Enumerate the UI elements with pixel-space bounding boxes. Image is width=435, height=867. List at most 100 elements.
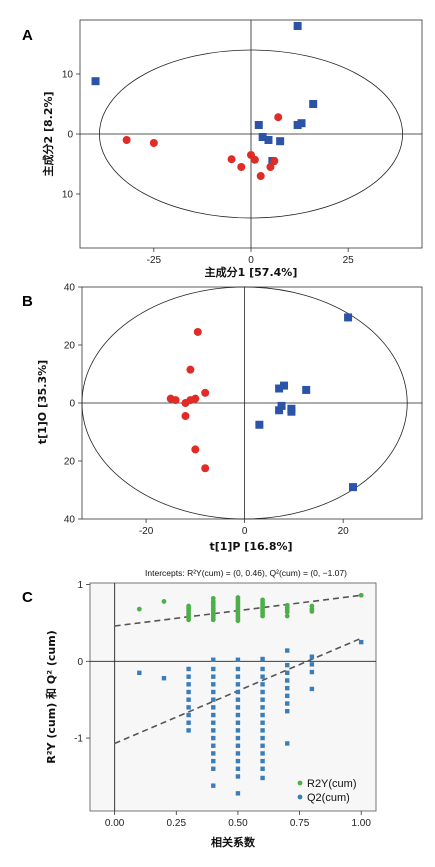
panel-b-x-tick-label: 20 — [338, 526, 350, 537]
panel-c-q2-point — [211, 758, 216, 764]
panel-b-y-tick-label: 40 — [64, 515, 76, 526]
panel-c-q2-point — [260, 743, 265, 748]
panel-a-point-square — [276, 137, 285, 146]
panel-c-q2-point — [235, 758, 241, 764]
panel-a-point-circle — [266, 163, 275, 171]
panel-c-q2-point — [186, 720, 191, 725]
panel-c-x-tick-label: 0.50 — [228, 818, 248, 829]
panel-c-q2-point — [211, 728, 216, 733]
panel-a-point-circle — [122, 136, 131, 144]
panel-c-q2-point — [235, 657, 241, 662]
panel-a: A -25 0 25 10 0 10 主成分1 [57.4%] 主成分2 [8.2%] — [22, 19, 423, 279]
panel-c-q2-point — [260, 758, 265, 764]
panel-c-r2y-point — [186, 617, 192, 623]
panel-c-r2y-point — [284, 613, 290, 619]
panel-c-q2-point — [260, 674, 265, 679]
panel-a-x-tick-label: -25 — [147, 255, 162, 266]
panel-c: Intercepts: R²Y(cum) = (0, 0.46), Q²(cum… — [22, 568, 377, 849]
panel-b-point-square — [255, 420, 264, 429]
panel-c-q2-point — [260, 689, 265, 695]
panel-c-q2-point — [186, 682, 191, 687]
panel-c-r2y-point — [161, 599, 167, 604]
panel-b-point-square — [275, 384, 284, 393]
panel-c-q2-point — [260, 775, 265, 781]
panel-c-r2y-point — [260, 613, 265, 619]
panel-c-q2-point — [186, 697, 191, 702]
panel-c-q2-point — [211, 689, 216, 695]
panel-c-q2-point — [235, 774, 241, 779]
panel-c-q2-point — [260, 656, 265, 662]
panel-b-y-axis-label: t[1]O [35.3%] — [36, 360, 49, 444]
panel-c-label: C — [22, 589, 33, 606]
panel-c-q2-point — [211, 682, 216, 687]
panel-a-point-square — [254, 121, 263, 129]
panel-a-y-tick-label: 0 — [67, 130, 73, 141]
panel-c-q2-point — [285, 678, 290, 683]
panel-c-q2-point — [211, 674, 216, 679]
legend-q2-marker — [297, 794, 303, 800]
panel-c-q2-point — [260, 735, 265, 741]
panel-c-q2-point — [161, 675, 167, 681]
legend-q2-label: Q2(cum) — [307, 792, 350, 804]
panel-c-r2y-point — [309, 609, 315, 614]
panel-a-y-axis-label: 主成分2 [8.2%] — [41, 91, 55, 176]
panel-c-q2-point — [235, 735, 241, 741]
panel-c-q2-point — [235, 666, 241, 672]
panel-c-q2-point — [285, 648, 290, 653]
panel-a-x-axis-label: 主成分1 [57.4%] — [205, 265, 298, 279]
panel-c-q2-point — [285, 709, 290, 714]
panel-c-q2-point — [211, 697, 216, 702]
panel-c-q2-point — [211, 720, 216, 725]
panel-a-x-tick-label: 0 — [248, 255, 254, 266]
panel-b-y-tick-label: 40 — [64, 283, 76, 294]
panel-c-q2-point — [235, 697, 241, 702]
panel-a-label: A — [22, 27, 33, 44]
panel-c-r2y-point — [358, 592, 364, 598]
panel-c-q2-point — [211, 751, 216, 756]
panel-c-y-tick-label: 1 — [77, 580, 83, 591]
panel-c-q2-point — [260, 712, 265, 718]
panel-c-q2-point — [309, 669, 315, 675]
panel-c-q2-point — [260, 766, 265, 771]
panel-c-q2-point — [186, 689, 191, 695]
panel-c-q2-point — [309, 654, 315, 659]
panel-c-q2-point — [309, 686, 315, 692]
legend-r2y-marker — [297, 780, 303, 786]
panel-a-point-square — [264, 136, 273, 144]
panel-b-label: B — [22, 293, 33, 310]
panel-b-point-circle — [191, 445, 200, 454]
panel-c-q2-point — [260, 666, 265, 672]
panel-b-plot-area: -20 0 20 40 20 0 20 40 — [64, 283, 422, 537]
panel-c-y-tick-label: 0 — [77, 657, 83, 668]
panel-c-q2-point — [211, 712, 216, 718]
panel-c-q2-point — [211, 657, 216, 662]
panel-c-plot-area: 0.00 0.25 0.50 0.75 1.00 1 0 -1 — [74, 580, 376, 829]
panel-c-q2-point — [186, 666, 191, 672]
panel-c-legend: R2Y(cum) Q2(cum) — [297, 778, 357, 804]
panel-b-x-axis-label: t[1]P [16.8%] — [209, 540, 292, 553]
panel-c-q2-point — [211, 666, 216, 672]
panel-c-q2-point — [235, 682, 241, 687]
panel-c-q2-point — [235, 791, 241, 796]
panel-c-title: Intercepts: R²Y(cum) = (0, 0.46), Q²(cum… — [145, 568, 347, 578]
panel-a-point-circle — [256, 172, 265, 180]
panel-b-point-square — [275, 406, 284, 415]
panel-b-point-square — [277, 401, 286, 410]
panel-a-x-tick-label: 25 — [343, 255, 355, 266]
panel-c-q2-point — [260, 682, 265, 687]
panel-c-x-tick-label: 0.25 — [167, 818, 187, 829]
panel-b-point-square — [302, 385, 311, 394]
panel-c-q2-point — [260, 697, 265, 702]
panel-c-r2y-point — [235, 618, 241, 624]
panel-c-r2y-point — [210, 617, 216, 623]
panel-b-x-tick-label: 0 — [242, 526, 248, 537]
panel-c-q2-point — [235, 751, 241, 756]
panel-b-point-circle — [201, 388, 210, 397]
panel-b-point-square — [344, 313, 353, 322]
panel-c-q2-point — [186, 728, 191, 733]
panel-c-q2-point — [211, 766, 216, 771]
panel-c-q2-point — [285, 741, 290, 746]
panel-c-y-axis-label: R²Y (cum) 和 Q² (cum) — [44, 630, 58, 763]
panel-c-q2-point — [260, 720, 265, 725]
panel-b: B -20 0 20 40 20 0 20 40 t[1]P [16.8%] t[1]O [3… — [22, 283, 423, 553]
